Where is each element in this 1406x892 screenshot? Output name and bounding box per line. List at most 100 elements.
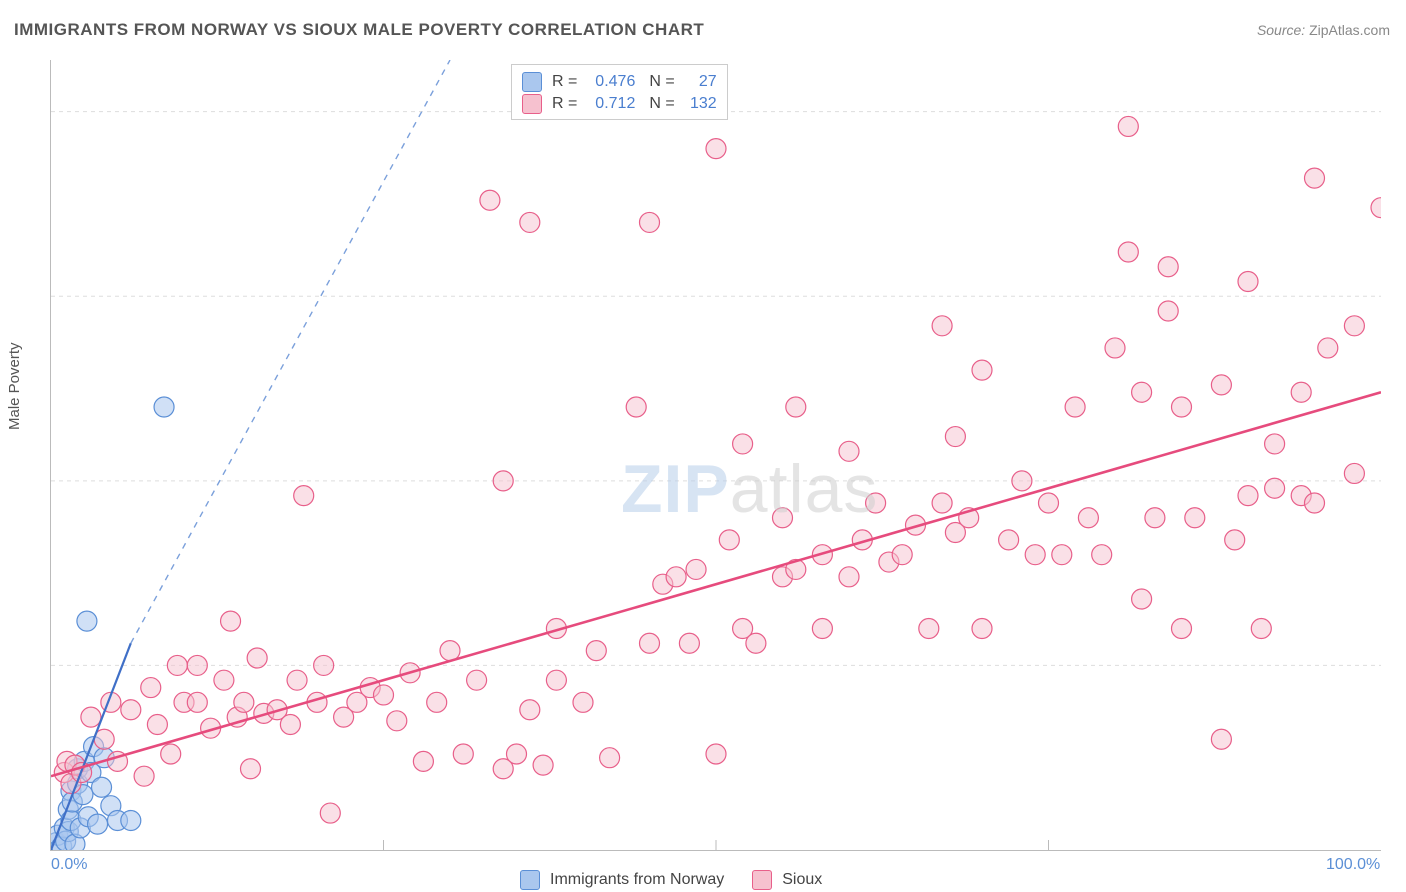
series-legend-item: Sioux — [752, 870, 822, 890]
data-point — [640, 633, 660, 653]
data-point — [214, 670, 234, 690]
data-point — [746, 633, 766, 653]
legend-swatch — [520, 870, 540, 890]
data-point — [1158, 301, 1178, 321]
data-point — [1238, 271, 1258, 291]
data-point — [287, 670, 307, 690]
data-point — [1291, 382, 1311, 402]
data-point — [686, 559, 706, 579]
data-point — [520, 212, 540, 232]
data-point — [81, 707, 101, 727]
data-point — [92, 777, 112, 797]
data-point — [892, 545, 912, 565]
data-point — [546, 670, 566, 690]
legend-box: R =0.476 N = 27 R =0.712N =132 — [511, 64, 728, 120]
data-point — [387, 711, 407, 731]
series-legend-item: Immigrants from Norway — [520, 870, 724, 890]
data-point — [1211, 729, 1231, 749]
legend-swatch — [522, 94, 542, 114]
data-point — [161, 744, 181, 764]
data-point — [1092, 545, 1112, 565]
data-point — [666, 567, 686, 587]
data-point — [972, 360, 992, 380]
series-label: Immigrants from Norway — [550, 871, 724, 889]
data-point — [1105, 338, 1125, 358]
legend-r-label: R = — [552, 95, 577, 113]
legend-r-value: 0.712 — [581, 95, 635, 113]
legend-r-value: 0.476 — [581, 73, 635, 91]
data-point — [932, 493, 952, 513]
data-point — [786, 397, 806, 417]
data-point — [1344, 316, 1364, 336]
data-point — [1172, 397, 1192, 417]
data-point — [600, 748, 620, 768]
data-point — [1225, 530, 1245, 550]
data-point — [586, 641, 606, 661]
data-point — [1305, 168, 1325, 188]
data-point — [1251, 619, 1271, 639]
data-point — [733, 434, 753, 454]
data-point — [719, 530, 739, 550]
data-point — [1185, 508, 1205, 528]
data-point — [999, 530, 1019, 550]
plot-area: R =0.476N =27R =0.712N =132 ZIPatlas 25.… — [50, 60, 1381, 851]
y-axis-label: Male Poverty — [6, 342, 23, 430]
data-point — [167, 655, 187, 675]
data-point — [413, 751, 433, 771]
data-point — [945, 427, 965, 447]
data-point — [493, 471, 513, 491]
data-point — [1118, 242, 1138, 262]
data-point — [812, 619, 832, 639]
data-point — [1065, 397, 1085, 417]
data-point — [141, 678, 161, 698]
data-point — [294, 486, 314, 506]
legend-r-label: R = — [552, 73, 577, 91]
data-point — [1132, 589, 1152, 609]
y-tick-label: 100.0% — [1391, 102, 1406, 120]
data-point — [121, 700, 141, 720]
data-point — [706, 744, 726, 764]
data-point — [88, 814, 108, 834]
x-tick-label: 0.0% — [51, 856, 87, 874]
data-point — [507, 744, 527, 764]
legend-n-value: 132 — [679, 95, 717, 113]
data-point — [187, 692, 207, 712]
trend-line — [51, 392, 1381, 776]
data-point — [221, 611, 241, 631]
data-point — [533, 755, 553, 775]
data-point — [1132, 382, 1152, 402]
data-point — [1238, 486, 1258, 506]
trend-line-extrapolated — [131, 60, 450, 643]
legend-swatch — [752, 870, 772, 890]
data-point — [241, 759, 261, 779]
data-point — [520, 700, 540, 720]
data-point — [640, 212, 660, 232]
data-point — [1158, 257, 1178, 277]
x-tick-label: 100.0% — [1326, 856, 1380, 874]
legend-n-value: 27 — [679, 73, 717, 91]
data-point — [1078, 508, 1098, 528]
chart-title: IMMIGRANTS FROM NORWAY VS SIOUX MALE POV… — [14, 20, 704, 40]
data-point — [1172, 619, 1192, 639]
y-tick-label: 50.0% — [1391, 471, 1406, 489]
source-label: Source: — [1257, 22, 1305, 38]
legend-row: R =0.712N =132 — [522, 93, 717, 115]
data-point — [573, 692, 593, 712]
data-point — [234, 692, 254, 712]
data-point — [320, 803, 340, 823]
data-point — [187, 655, 207, 675]
bottom-legend: Immigrants from Norway Sioux — [520, 870, 822, 890]
legend-n-label: N = — [649, 73, 674, 91]
data-point — [480, 190, 500, 210]
legend-row: R =0.476 N = 27 — [522, 71, 717, 93]
plot-svg — [51, 60, 1381, 850]
data-point — [1318, 338, 1338, 358]
data-point — [972, 619, 992, 639]
data-point — [314, 655, 334, 675]
data-point — [839, 441, 859, 461]
data-point — [374, 685, 394, 705]
data-point — [121, 810, 141, 830]
data-point — [427, 692, 447, 712]
data-point — [147, 714, 167, 734]
data-point — [626, 397, 646, 417]
